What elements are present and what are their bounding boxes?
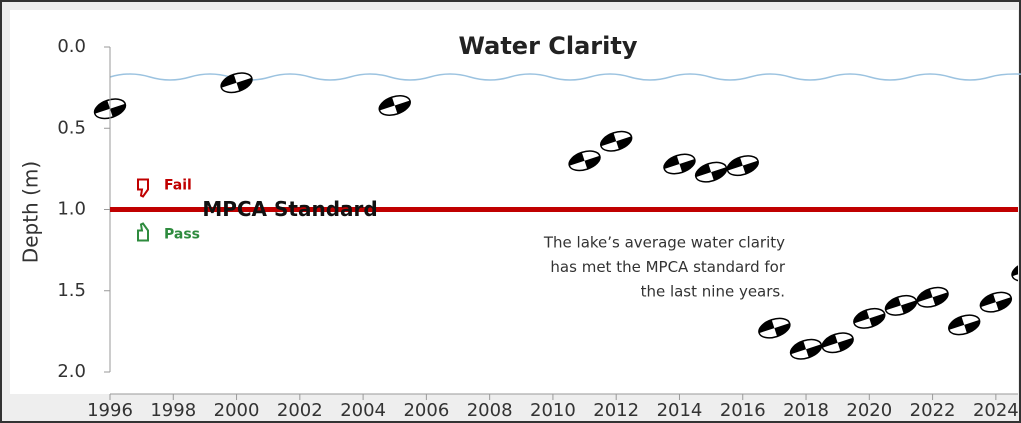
pass-label: Pass [164, 227, 200, 243]
x-tick-label: 2016 [720, 400, 766, 421]
annotation: The lake’s average water clarity [543, 234, 785, 252]
fail-label: Fail [164, 178, 192, 194]
y-tick-label: 2.0 [57, 361, 86, 382]
chart-title: Water Clarity [459, 32, 638, 60]
y-axis-label: Depth (m) [19, 161, 43, 263]
chart: Water Clarity Depth (m) 0.00.51.01.52.01… [0, 0, 1021, 423]
y-tick-label: 0.0 [57, 36, 86, 57]
x-tick-label: 2020 [846, 400, 892, 421]
annotation: the last nine years. [641, 283, 785, 301]
y-tick-label: 1.0 [57, 199, 86, 220]
x-tick-label: 2010 [530, 400, 576, 421]
annotation: has met the MPCA standard for [550, 258, 785, 276]
x-tick-label: 2012 [593, 400, 639, 421]
x-tick-label: 2018 [783, 400, 829, 421]
x-tick-label: 2008 [467, 400, 513, 421]
plot-area [10, 10, 1018, 394]
x-tick-label: 2024 [973, 400, 1019, 421]
x-tick-label: 2006 [403, 400, 449, 421]
page: Water Clarity Depth (m) 0.00.51.01.52.01… [0, 0, 1021, 423]
y-tick-label: 0.5 [57, 117, 86, 138]
y-tick-label: 1.5 [57, 280, 86, 301]
x-tick-label: 2014 [657, 400, 703, 421]
x-tick-label: 1996 [87, 400, 133, 421]
x-tick-label: 2004 [340, 400, 386, 421]
x-tick-label: 2022 [910, 400, 956, 421]
x-tick-label: 2002 [277, 400, 323, 421]
x-tick-label: 2000 [214, 400, 260, 421]
standard-label: MPCA Standard [202, 197, 377, 221]
x-tick-label: 1998 [150, 400, 196, 421]
